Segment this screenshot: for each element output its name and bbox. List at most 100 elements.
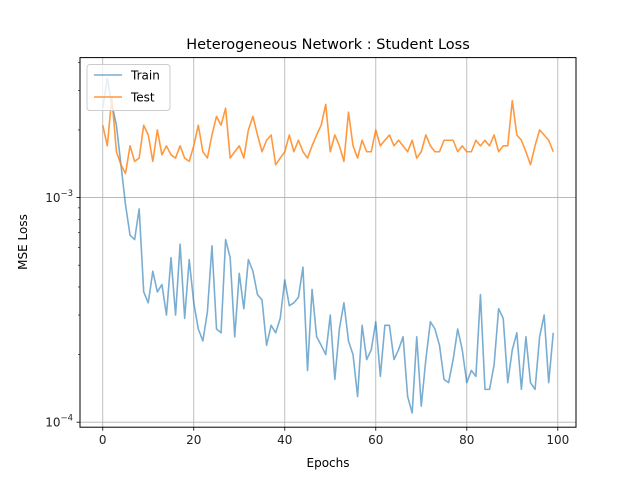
- data-point-train: [507, 382, 509, 384]
- data-point-train: [420, 405, 422, 407]
- data-point-train: [343, 302, 345, 304]
- data-point-train: [202, 340, 204, 342]
- data-point-test: [220, 124, 222, 126]
- data-point-test: [493, 134, 495, 136]
- data-point-train: [539, 336, 541, 338]
- data-point-test: [211, 134, 213, 136]
- data-point-train: [270, 324, 272, 326]
- legend-box: [86, 64, 171, 111]
- data-point-test: [184, 157, 186, 159]
- data-point-test: [152, 160, 154, 162]
- data-point-test: [125, 173, 127, 175]
- y-tick-label: 10−4: [45, 414, 73, 430]
- data-point-train: [243, 308, 245, 310]
- data-point-test: [548, 139, 550, 141]
- data-point-train: [461, 349, 463, 351]
- series-layer: [101, 77, 555, 414]
- data-point-test: [288, 134, 290, 136]
- data-point-train: [298, 296, 300, 298]
- data-point-train: [143, 291, 145, 293]
- data-point-train: [197, 328, 199, 330]
- data-point-train: [379, 375, 381, 377]
- data-point-train: [543, 314, 545, 316]
- data-point-train: [434, 328, 436, 330]
- data-point-test: [138, 157, 140, 159]
- data-point-test: [320, 124, 322, 126]
- data-point-test: [243, 157, 245, 159]
- series-train: [101, 77, 555, 414]
- x-tick-label: 0: [99, 433, 107, 447]
- data-point-test: [279, 157, 281, 159]
- data-point-test: [266, 139, 268, 141]
- data-point-test: [334, 134, 336, 136]
- data-point-train: [193, 302, 195, 304]
- data-point-test: [389, 134, 391, 136]
- data-point-train: [375, 321, 377, 323]
- data-point-train: [366, 359, 368, 361]
- data-point-test: [452, 139, 454, 141]
- data-point-test: [411, 139, 413, 141]
- data-point-test: [202, 151, 204, 153]
- data-point-test: [156, 129, 158, 131]
- data-point-train: [170, 257, 172, 259]
- data-point-test: [416, 157, 418, 159]
- data-point-test: [316, 134, 318, 136]
- data-point-test: [552, 151, 554, 153]
- data-point-train: [489, 388, 491, 390]
- data-point-train: [325, 354, 327, 356]
- data-point-test: [407, 151, 409, 153]
- data-point-test: [284, 151, 286, 153]
- data-point-train: [279, 317, 281, 319]
- data-point-test: [261, 151, 263, 153]
- data-point-train: [411, 412, 413, 414]
- data-point-test: [502, 145, 504, 147]
- data-point-train: [188, 259, 190, 261]
- chart-title: Heterogeneous Network : Student Loss: [186, 37, 470, 53]
- data-point-test: [216, 115, 218, 117]
- data-point-test: [338, 145, 340, 147]
- data-point-test: [370, 151, 372, 153]
- data-point-train: [393, 359, 395, 361]
- data-point-test: [507, 145, 509, 147]
- data-point-test: [425, 134, 427, 136]
- data-point-test: [516, 134, 518, 136]
- data-point-test: [307, 157, 309, 159]
- data-point-test: [129, 145, 131, 147]
- data-point-test: [325, 103, 327, 105]
- data-point-train: [275, 332, 277, 334]
- data-point-train: [234, 336, 236, 338]
- y-axis-label: MSE Loss: [16, 214, 30, 270]
- data-point-test: [429, 145, 431, 147]
- data-point-train: [307, 370, 309, 372]
- data-point-test: [379, 145, 381, 147]
- data-point-test: [134, 160, 136, 162]
- data-point-train: [484, 388, 486, 390]
- data-point-test: [298, 139, 300, 141]
- data-point-test: [166, 145, 168, 147]
- data-point-test: [257, 134, 259, 136]
- data-point-train: [261, 299, 263, 301]
- data-point-test: [238, 145, 240, 147]
- data-point-test: [393, 145, 395, 147]
- data-point-test: [270, 134, 272, 136]
- data-point-train: [316, 336, 318, 338]
- data-point-test: [375, 129, 377, 131]
- data-point-test: [188, 160, 190, 162]
- data-point-train: [288, 305, 290, 307]
- data-point-test: [470, 151, 472, 153]
- data-point-test: [357, 157, 359, 159]
- data-point-test: [120, 164, 122, 166]
- data-point-test: [161, 154, 163, 156]
- data-point-train: [152, 270, 154, 272]
- series-line-train: [101, 77, 555, 414]
- data-point-test: [534, 145, 536, 147]
- data-point-test: [448, 139, 450, 141]
- data-point-test: [193, 145, 195, 147]
- data-point-train: [439, 344, 441, 346]
- data-point-train: [334, 379, 336, 381]
- data-point-train: [470, 370, 472, 372]
- data-point-test: [525, 151, 527, 153]
- data-point-train: [525, 336, 527, 338]
- data-point-train: [129, 234, 131, 236]
